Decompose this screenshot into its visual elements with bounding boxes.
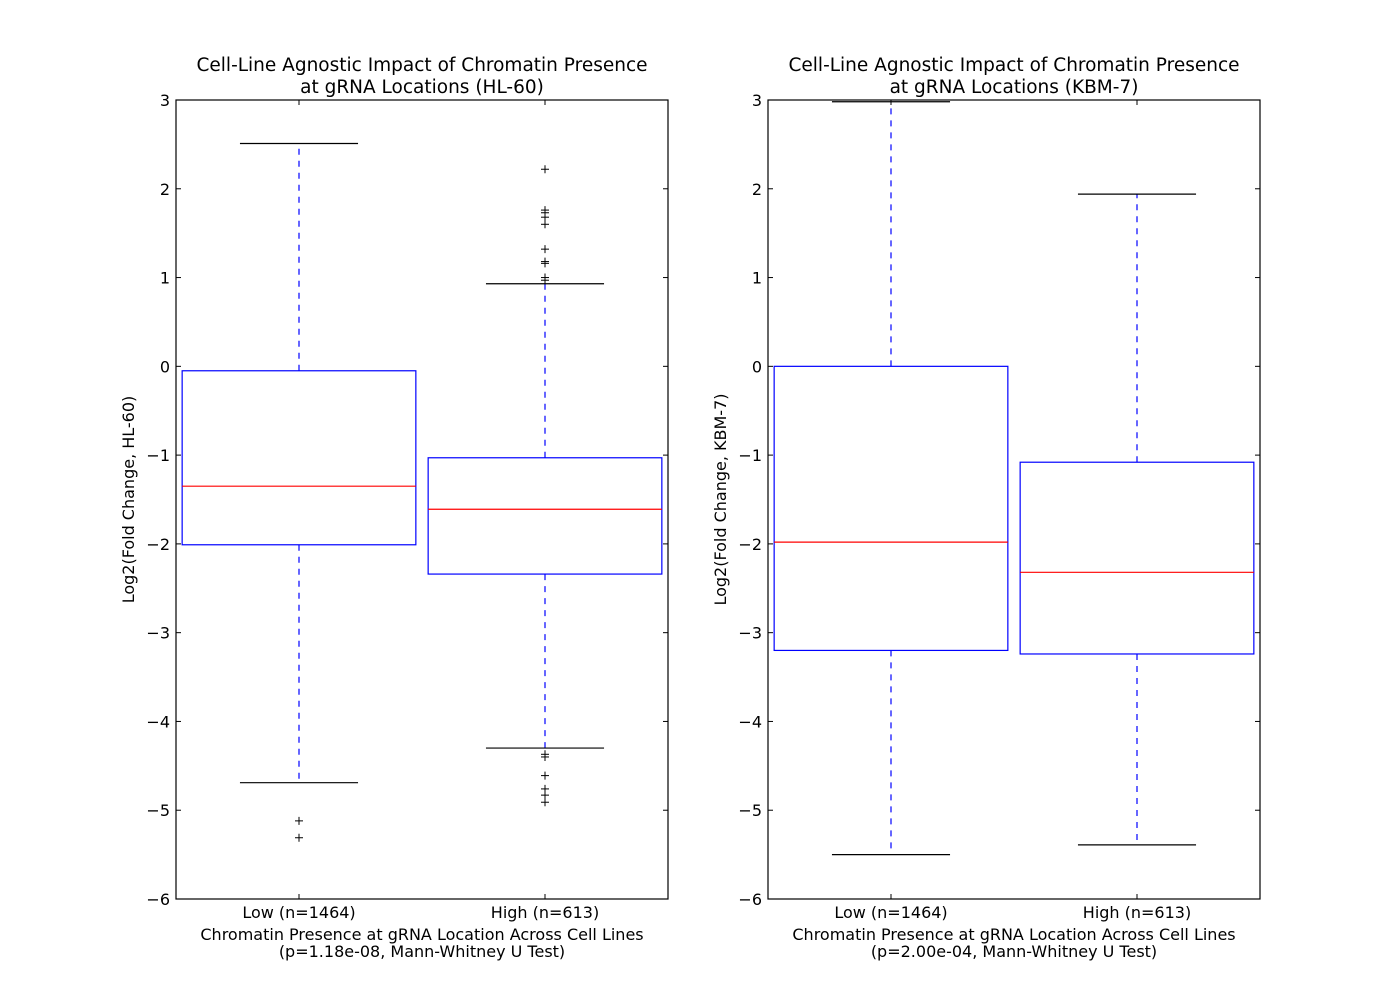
- y-tick-label: −5: [738, 801, 762, 820]
- iqr-box: [181, 370, 417, 546]
- plot-frame: [767, 99, 1261, 900]
- box-group: [181, 142, 417, 842]
- y-tick-label: −2: [146, 535, 170, 554]
- outlier-marker: [541, 771, 549, 780]
- iqr-box: [1019, 461, 1255, 655]
- outlier-marker: [541, 752, 549, 761]
- outlier-marker: [541, 259, 549, 268]
- outlier-marker: [295, 833, 303, 842]
- y-tick-label: 3: [752, 91, 762, 110]
- box-group: [1019, 193, 1255, 846]
- outlier-marker: [295, 816, 303, 825]
- chart-panel-hl60: Cell-Line Agnostic Impact of Chromatin P…: [119, 55, 669, 961]
- outlier-marker: [541, 213, 549, 222]
- outlier-marker: [541, 791, 549, 800]
- outlier-marker: [541, 245, 549, 254]
- chart-title-line: Cell-Line Agnostic Impact of Chromatin P…: [196, 55, 647, 76]
- plot-frame: [175, 99, 669, 900]
- outlier-marker: [541, 220, 549, 229]
- x-category-label: High (n=613): [1083, 903, 1191, 922]
- iqr-box: [427, 457, 663, 575]
- chart-title-line: Cell-Line Agnostic Impact of Chromatin P…: [788, 55, 1239, 76]
- y-tick-label: −2: [738, 535, 762, 554]
- y-tick-label: 2: [752, 180, 762, 199]
- outlier-marker: [541, 276, 549, 285]
- y-axis-label: Log2(Fold Change, HL-60): [119, 396, 138, 604]
- y-tick-label: −1: [146, 446, 170, 465]
- y-tick-label: 3: [160, 91, 170, 110]
- x-axis-label-line: (p=1.18e-08, Mann-Whitney U Test): [279, 942, 565, 961]
- y-tick-label: 0: [752, 357, 762, 376]
- y-tick-label: −6: [146, 890, 170, 909]
- chart-panel-kbm7: Cell-Line Agnostic Impact of Chromatin P…: [711, 55, 1261, 961]
- outlier-marker: [541, 798, 549, 807]
- box-group: [427, 165, 663, 807]
- chart-title-line: at gRNA Locations (HL-60): [300, 77, 544, 98]
- x-category-label: High (n=613): [491, 903, 599, 922]
- x-category-label: Low (n=1464): [834, 903, 947, 922]
- y-tick-label: 1: [752, 269, 762, 288]
- outlier-marker: [541, 165, 549, 174]
- y-tick-label: −1: [738, 446, 762, 465]
- y-tick-label: 2: [160, 180, 170, 199]
- chart-title-line: at gRNA Locations (KBM-7): [890, 77, 1139, 98]
- y-tick-label: −3: [738, 624, 762, 643]
- y-axis-label: Log2(Fold Change, KBM-7): [711, 393, 730, 605]
- y-tick-label: −4: [146, 712, 170, 731]
- x-axis-label-line: Chromatin Presence at gRNA Location Acro…: [200, 925, 643, 944]
- x-axis-label-line: (p=2.00e-04, Mann-Whitney U Test): [871, 942, 1157, 961]
- y-tick-label: −6: [738, 890, 762, 909]
- y-tick-label: −3: [146, 624, 170, 643]
- x-category-label: Low (n=1464): [242, 903, 355, 922]
- x-axis-label-line: Chromatin Presence at gRNA Location Acro…: [792, 925, 1235, 944]
- iqr-box: [773, 365, 1009, 652]
- y-tick-label: −4: [738, 712, 762, 731]
- y-tick-label: 1: [160, 269, 170, 288]
- y-tick-label: 0: [160, 357, 170, 376]
- y-tick-label: −5: [146, 801, 170, 820]
